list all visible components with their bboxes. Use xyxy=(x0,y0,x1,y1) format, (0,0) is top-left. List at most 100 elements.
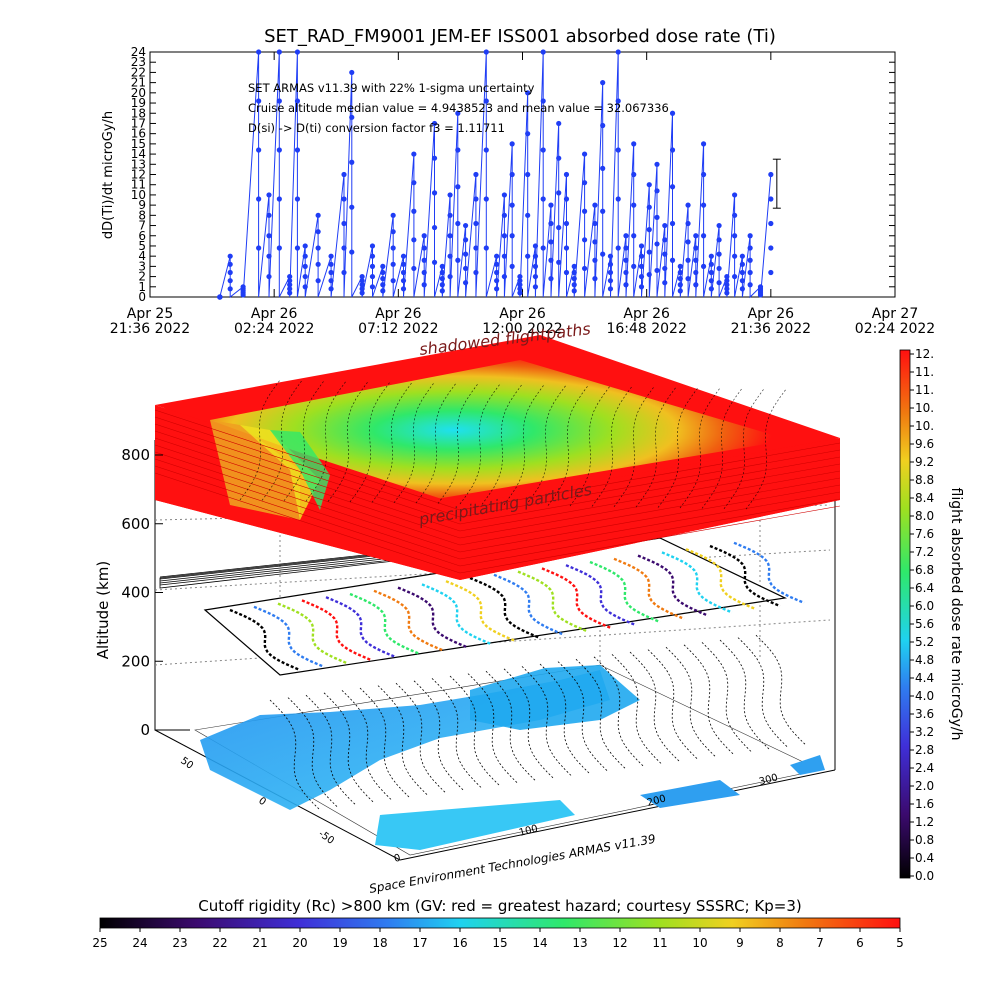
rigidity-tick-label: 23 xyxy=(172,936,187,950)
map-track xyxy=(377,685,429,796)
slab-track xyxy=(437,383,479,504)
slab-stripes xyxy=(154,409,841,574)
dose-colorbar-ticks: 0.0 0.4 0.8 1.2 1.6 2.0 2.4 2.8 3.2 3.6 4.0 4.4 4.8 5… xyxy=(910,347,934,883)
lat-tick-label: 50 xyxy=(178,755,195,771)
orbit-track xyxy=(253,605,325,668)
data-point xyxy=(724,290,730,296)
data-point xyxy=(693,233,699,239)
dose-tick-label: 0.0 xyxy=(915,869,934,883)
dose-tick-label: 11. xyxy=(915,383,934,397)
data-point xyxy=(302,263,308,269)
top-annotation-3: D(si) -> D(ti) conversion factor f3 = 1.… xyxy=(248,121,505,135)
rigidity-colorbar-ticks: 25 24 23 22 21 20 19 18 17 16 15 14 13 12 11 10 9 8 7 6 5 xyxy=(92,928,904,950)
data-point xyxy=(294,245,301,251)
rigidity-colorbar-gradient xyxy=(99,917,901,929)
top-annotation-2: Cruise altitude median value = 4.9438523… xyxy=(248,101,669,115)
data-point xyxy=(700,202,707,208)
top-y-label: dD(Ti)/dt microGy/h xyxy=(101,111,116,239)
x-tick-date: Apr 26 xyxy=(375,306,422,322)
data-point xyxy=(302,243,308,249)
dose-tick-label: 2.8 xyxy=(915,743,934,757)
y-tick-label: 12 xyxy=(131,168,146,182)
map-track xyxy=(593,656,645,768)
data-point xyxy=(548,257,554,263)
data-point xyxy=(266,233,272,239)
data-point xyxy=(294,49,301,55)
data-point xyxy=(669,257,676,263)
orbit-track xyxy=(469,576,541,640)
map-track xyxy=(737,637,789,748)
data-point xyxy=(708,253,714,259)
data-point xyxy=(483,245,489,251)
data-point xyxy=(662,265,668,272)
orbit-track xyxy=(229,608,301,672)
data-point xyxy=(328,278,334,284)
data-point xyxy=(431,155,438,161)
data-point xyxy=(739,286,745,292)
data-point xyxy=(455,257,461,263)
data-point xyxy=(581,151,588,157)
rigidity-tick-label: 6 xyxy=(856,936,864,950)
dose-tick-label: 1.2 xyxy=(915,815,934,829)
data-point xyxy=(581,208,588,214)
y-tick-label: 11 xyxy=(131,178,146,192)
map-track xyxy=(485,670,537,782)
rigidity-colorbar-title: Cutoff rigidity (Rc) >800 km (GV: red = … xyxy=(198,897,801,915)
data-point xyxy=(473,196,479,202)
orbit-track xyxy=(421,583,493,646)
data-point xyxy=(462,251,469,257)
data-point xyxy=(447,212,453,218)
data-point xyxy=(724,273,730,280)
lon-tick-label: 300 xyxy=(758,772,779,788)
data-point xyxy=(349,204,355,210)
slab-track xyxy=(657,387,699,508)
data-point xyxy=(455,220,461,227)
data-point xyxy=(473,220,479,227)
x-tick-time: 21:36 2022 xyxy=(110,321,190,337)
data-point xyxy=(517,290,523,296)
map-track xyxy=(341,690,393,801)
data-point xyxy=(693,245,699,251)
dose-colorbar-gradient xyxy=(899,349,911,879)
map-track xyxy=(665,646,717,758)
dose-tick-label: 8.4 xyxy=(915,491,934,505)
y-tick-label: 8 xyxy=(138,208,146,222)
slab-layer-line xyxy=(154,437,841,539)
data-point xyxy=(302,284,308,290)
rigidity-tick-label: 7 xyxy=(816,936,824,950)
map-track xyxy=(287,697,339,808)
data-point xyxy=(581,237,588,243)
y-tick-label: 13 xyxy=(131,157,146,171)
data-point xyxy=(227,261,233,267)
data-point xyxy=(227,278,233,284)
data-point xyxy=(390,229,396,235)
dose-tick-label: 4.8 xyxy=(915,653,934,667)
dose-tick-label: 11. xyxy=(915,365,934,379)
x-tick-time: 07:12 2022 xyxy=(358,321,438,337)
data-point xyxy=(548,220,554,227)
x-tick-time: 16:48 2022 xyxy=(606,321,686,337)
data-point xyxy=(532,284,539,290)
data-point xyxy=(217,294,223,300)
data-point xyxy=(768,269,774,276)
data-point xyxy=(400,278,407,284)
data-point xyxy=(563,220,570,227)
data-point xyxy=(685,202,691,208)
data-point xyxy=(439,288,445,294)
data-point xyxy=(411,265,417,272)
data-point xyxy=(669,110,676,116)
data-point xyxy=(494,261,500,267)
data-point xyxy=(646,249,652,255)
data-point xyxy=(563,245,570,251)
rigidity-tick-label: 21 xyxy=(252,936,267,950)
map-track xyxy=(269,699,321,811)
map-track xyxy=(629,651,681,763)
orbit-track xyxy=(493,573,565,636)
data-point xyxy=(525,171,531,178)
data-point xyxy=(447,253,453,259)
data-point xyxy=(431,120,438,127)
data-point xyxy=(615,98,621,104)
data-point xyxy=(455,110,461,116)
x-tick-time: 12:00 2022 xyxy=(482,321,562,337)
